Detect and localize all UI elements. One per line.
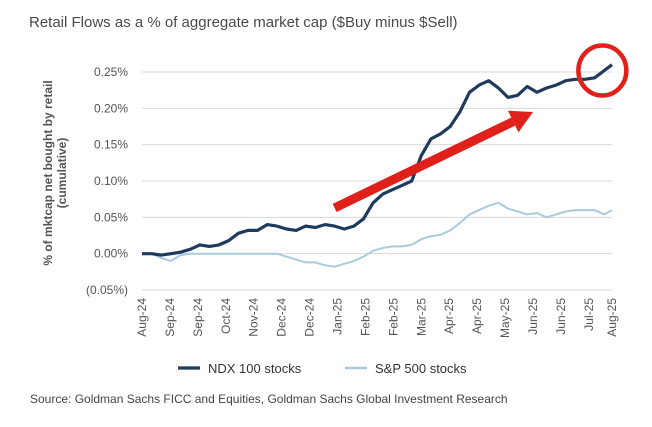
x-tick-label: Jun-25: [526, 298, 540, 335]
x-tick-label: Apr-25: [470, 298, 484, 334]
trend-arrow-head: [507, 110, 534, 133]
y-tick-label: 0.10%: [94, 174, 128, 188]
y-tick-label: 0.20%: [94, 101, 128, 115]
y-tick-label: (0.05%): [86, 283, 128, 297]
series-lines: [142, 63, 613, 268]
x-tick-label: Sep-24: [191, 298, 205, 337]
y-tick-label: 0.05%: [94, 210, 128, 224]
x-tick-label: Dec-24: [275, 298, 289, 337]
legend: NDX 100 stocks S&P 500 stocks: [178, 361, 467, 376]
y-axis-title: % of mktcap net bought by retail (cumulat…: [41, 80, 69, 265]
x-tick-label: Jan-25: [331, 298, 345, 335]
y-axis: (0.05%) 0.00% 0.05% 0.10% 0.15% 0.20% 0.25%: [86, 65, 128, 297]
x-tick-label: May-25: [498, 298, 512, 338]
x-tick-label: Sep-24: [163, 298, 177, 337]
x-axis: Aug-24 Sep-24 Sep-24 Oct-24 Nov-24 Dec-24 Dec-…: [135, 298, 619, 338]
x-tick-label: Nov-24: [247, 298, 261, 337]
x-tick-label: Aug-25: [605, 298, 619, 337]
x-tick-label: Aug-24: [135, 298, 149, 337]
x-tick-label: Jul-25: [582, 298, 596, 331]
highlight-circle: [576, 43, 629, 98]
trend-arrow-shaft: [332, 117, 516, 212]
x-tick-label: Mar-25: [414, 298, 428, 336]
legend-label: S&P 500 stocks: [375, 361, 467, 376]
source-note: Source: Goldman Sachs FICC and Equities,…: [30, 392, 508, 406]
series-line-ndx: [142, 63, 613, 257]
series-line-spx: [142, 201, 613, 268]
y-tick-label: 0.25%: [94, 65, 128, 79]
chart-title: Retail Flows as a % of aggregate market …: [29, 14, 458, 31]
x-tick-label: Feb-25: [386, 298, 400, 336]
x-tick-label: Apr-25: [442, 298, 456, 334]
x-tick-label: Jun-25: [554, 298, 568, 335]
y-axis-title-line: % of mktcap net bought by retail: [41, 80, 55, 265]
legend-label: NDX 100 stocks: [208, 361, 302, 376]
x-tick-label: Oct-24: [219, 298, 233, 334]
y-tick-label: 0.15%: [94, 138, 128, 152]
x-tick-label: Dec-24: [303, 298, 317, 337]
annotations: [332, 43, 629, 212]
y-axis-title-line: (cumulative): [55, 138, 69, 209]
grid: [142, 71, 612, 291]
y-tick-label: 0.00%: [94, 247, 128, 261]
x-tick-label: Feb-25: [358, 298, 372, 336]
